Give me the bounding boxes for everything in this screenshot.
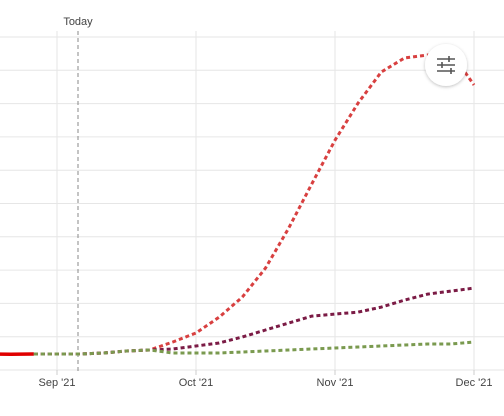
series-line [33, 340, 475, 356]
x-tick-label: Sep '21 [39, 377, 76, 389]
grid [0, 31, 504, 375]
x-tick-label: Oct '21 [179, 377, 214, 389]
x-tick-label: Dec '21 [456, 377, 493, 389]
filter-button[interactable] [425, 44, 467, 86]
plot [0, 50, 476, 357]
today-label: Today [63, 16, 93, 28]
x-axis: Sep '21 Oct '21 Nov '21 Dec '21 [39, 377, 493, 389]
filter-icon [437, 56, 455, 74]
x-tick-label: Nov '21 [317, 377, 354, 389]
